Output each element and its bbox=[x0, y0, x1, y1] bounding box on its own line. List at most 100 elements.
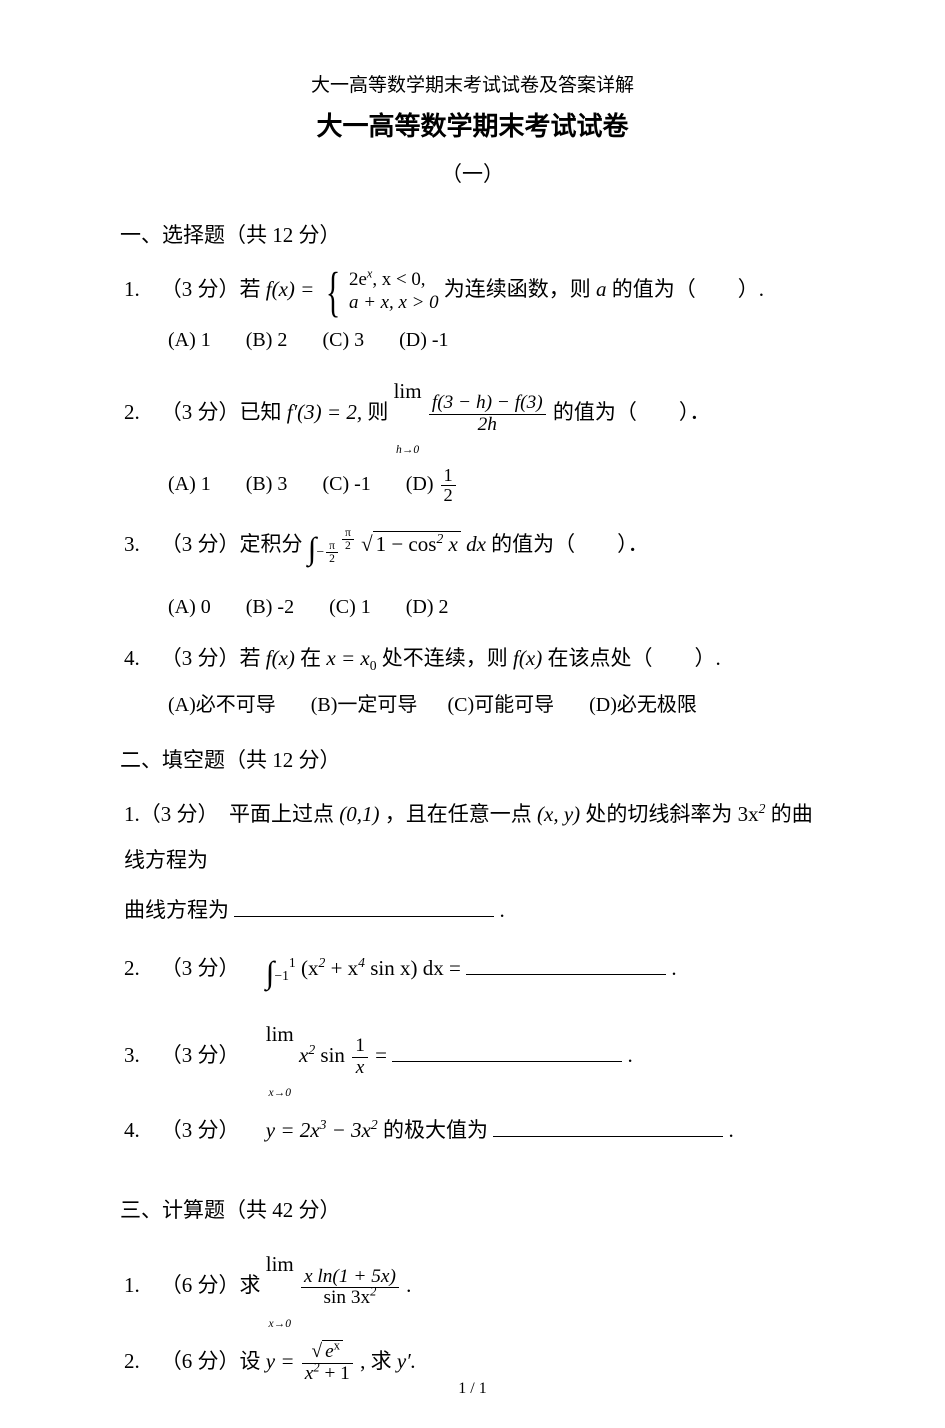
s2-q3-limsub: x→0 bbox=[269, 1088, 291, 1100]
doc-subtitle: 大一高等数学期末考试试卷及答案详解 bbox=[120, 70, 825, 102]
s1-q1-A: (A) 1 bbox=[168, 320, 211, 360]
s2-q1-pt: (0,1) bbox=[339, 802, 379, 826]
s2-q1-mid2: 处的切线斜率为 bbox=[585, 802, 737, 826]
s1-q1: 1. （3 分）若 f(x) = { 2ex, x < 0, a + x, x … bbox=[120, 266, 825, 316]
s1-q3-choices: (A) 0 (B) -2 (C) 1 (D) 2 bbox=[120, 587, 825, 627]
s1-q2-Dnum: 1 bbox=[441, 466, 456, 486]
s1-q2-limsub: h→0 bbox=[396, 445, 419, 457]
section-3-heading: 三、计算题（共 42 分） bbox=[120, 1189, 825, 1231]
page: 大一高等数学期末考试试卷及答案详解 大一高等数学期末考试试卷 （一） 一、选择题… bbox=[0, 0, 945, 1428]
s1-q2-num: f(3 − h) − f(3) bbox=[429, 393, 546, 414]
s3-q2: 2. （6 分）设 y = √ex x2 + 1 , 求 y′. bbox=[120, 1338, 825, 1384]
s1-q3-suffix: 的值为（ ）． bbox=[491, 532, 649, 556]
s1-q4-mid2: 处不连续，则 bbox=[382, 646, 513, 670]
s1-q3-low-den: 2 bbox=[326, 553, 338, 565]
s1-q3-sq1: 1 − cos bbox=[376, 532, 437, 556]
s2-q3-lim: lim bbox=[266, 1011, 294, 1057]
s2-q4-period: . bbox=[728, 1118, 733, 1142]
s2-q3-blank bbox=[392, 1040, 622, 1062]
s1-q4-prefix: 4. （3 分）若 bbox=[124, 646, 266, 670]
s2-q3-fden: x bbox=[356, 1057, 365, 1078]
s2-q4-minus: − 3x bbox=[326, 1118, 371, 1142]
s1-q1-b1c: , x < 0, bbox=[372, 269, 425, 290]
s1-q2-mid: 则 bbox=[367, 400, 393, 424]
s2-q1-line2: 曲线方程为 . bbox=[120, 887, 825, 933]
s3-q1-period: . bbox=[406, 1273, 411, 1297]
s2-q3-e: 2 bbox=[308, 1042, 315, 1057]
s1-q3-sqx: x bbox=[443, 532, 458, 556]
s2-q3-prefix: 3. （3 分） bbox=[124, 1043, 261, 1067]
s2-q1-slope: 3x bbox=[738, 802, 759, 826]
s1-q4-xeq: x = x bbox=[326, 646, 369, 670]
s3-q1-num: x ln(1 + 5x) bbox=[304, 1266, 396, 1287]
section-2-heading: 二、填空题（共 12 分） bbox=[120, 739, 825, 781]
s2-q2-period: . bbox=[671, 956, 676, 980]
s1-q2-C: (C) -1 bbox=[322, 464, 370, 504]
s3-q1-denexp: 2 bbox=[370, 1285, 376, 1299]
s1-q2-Dlead: (D) bbox=[406, 473, 439, 495]
s2-q1-slope-exp: 2 bbox=[759, 801, 766, 816]
s1-q1-C: (C) 3 bbox=[322, 320, 364, 360]
s3-q1-denpre: sin 3x bbox=[323, 1287, 370, 1308]
s1-q4-B: (B)一定可导 bbox=[311, 685, 418, 725]
s2-q1-mid1: ，且在任意一点 bbox=[385, 802, 537, 826]
s1-q2-D: (D) 12 bbox=[406, 464, 458, 505]
s1-q1-suffix: 为连续函数，则 bbox=[444, 277, 596, 301]
doc-title: 大一高等数学期末考试试卷 bbox=[120, 106, 825, 148]
s2-q2-e2: 4 bbox=[358, 955, 365, 970]
s1-q3: 3. （3 分）定积分 ∫−π2π2 √1 − cos2 x dx 的值为（ ）… bbox=[120, 514, 825, 583]
page-number: 1 / 1 bbox=[0, 1380, 945, 1398]
s2-q1-curve-pre: 曲线方程为 bbox=[124, 898, 234, 922]
s1-q3-C: (C) 1 bbox=[329, 587, 371, 627]
s2-q4-suffix: 的极大值为 bbox=[383, 1118, 493, 1142]
s2-q3: 3. （3 分） lim x→0 x2 sin 1x = . bbox=[120, 1011, 825, 1103]
s1-q3-A: (A) 0 bbox=[168, 587, 211, 627]
s2-q2-blank bbox=[466, 953, 666, 975]
s2-q4-y: y = 2x bbox=[266, 1118, 320, 1142]
s1-q2-B: (B) 3 bbox=[246, 464, 288, 504]
s3-q1: 1. （6 分）求 lim x→0 x ln(1 + 5x) sin 3x2 . bbox=[120, 1241, 825, 1333]
s1-q4-fx2: f(x) bbox=[513, 646, 542, 670]
s1-q1-a: a bbox=[596, 277, 607, 301]
s2-q4-e2: 2 bbox=[371, 1117, 378, 1132]
s1-q2: 2. （3 分）已知 f′(3) = 2, 则 lim h→0 f(3 − h)… bbox=[120, 368, 825, 460]
s1-q4-D: (D)必无极限 bbox=[589, 685, 697, 725]
s3-q1-lim: lim bbox=[266, 1241, 294, 1287]
s1-q1-prefix: 1. （3 分）若 bbox=[124, 277, 266, 301]
s1-q3-prefix: 3. （3 分）定积分 bbox=[124, 532, 308, 556]
s2-q3-eq: = bbox=[375, 1043, 392, 1067]
s3-q2-mid: , 求 bbox=[360, 1349, 397, 1373]
s1-q4-mid1: 在 bbox=[300, 646, 326, 670]
s1-q2-A: (A) 1 bbox=[168, 464, 211, 504]
s1-q1-B: (B) 2 bbox=[246, 320, 288, 360]
s1-q3-dx: dx bbox=[466, 532, 486, 556]
s1-q1-b1a: 2e bbox=[349, 269, 367, 290]
s2-q3-mid: sin bbox=[320, 1043, 350, 1067]
paper-number: （一） bbox=[120, 158, 825, 188]
s1-q2-deriv: f′(3) = 2, bbox=[287, 400, 362, 424]
s1-q4-C: (C)可能可导 bbox=[447, 685, 554, 725]
s2-q1: 1.（3 分） 平面上过点 (0,1) ，且在任意一点 (x, y) 处的切线斜… bbox=[120, 791, 825, 883]
s2-q4-blank bbox=[493, 1115, 723, 1137]
s1-q1-b2: a + x, x > 0 bbox=[349, 291, 439, 315]
s1-q3-D: (D) 2 bbox=[406, 587, 449, 627]
s1-q2-prefix: 2. （3 分）已知 bbox=[124, 400, 287, 424]
s2-q2-prefix: 2. （3 分） bbox=[124, 956, 261, 980]
s1-q4-fx: f(x) bbox=[266, 646, 295, 670]
s3-q2-num-e: e bbox=[325, 1341, 334, 1362]
s3-q2-yprime: y′. bbox=[397, 1349, 416, 1373]
s2-q1-prefix: 1.（3 分） 平面上过点 bbox=[124, 802, 339, 826]
s2-q3-fnum: 1 bbox=[352, 1036, 368, 1057]
s1-q1-suffix2: 的值为（ ）. bbox=[612, 277, 764, 301]
s1-q2-suffix: 的值为（ ）． bbox=[553, 400, 711, 424]
s2-q3-factor: x bbox=[299, 1043, 308, 1067]
s2-q4: 4. （3 分） y = 2x3 − 3x2 的极大值为 . bbox=[120, 1107, 825, 1153]
s2-q2: 2. （3 分） ∫−11 (x2 + x4 sin x) dx = . bbox=[120, 938, 825, 1007]
s1-q4-suffix: 在该点处（ ）. bbox=[547, 646, 720, 670]
s1-q2-choices: (A) 1 (B) 3 (C) -1 (D) 12 bbox=[120, 464, 825, 505]
s1-q3-hi-den: 2 bbox=[342, 540, 354, 552]
s2-q2-i1: + x bbox=[325, 956, 358, 980]
s3-q1-limsub: x→0 bbox=[269, 1319, 291, 1331]
s3-q2-y: y = bbox=[266, 1349, 300, 1373]
s2-q1-blank bbox=[234, 895, 494, 917]
